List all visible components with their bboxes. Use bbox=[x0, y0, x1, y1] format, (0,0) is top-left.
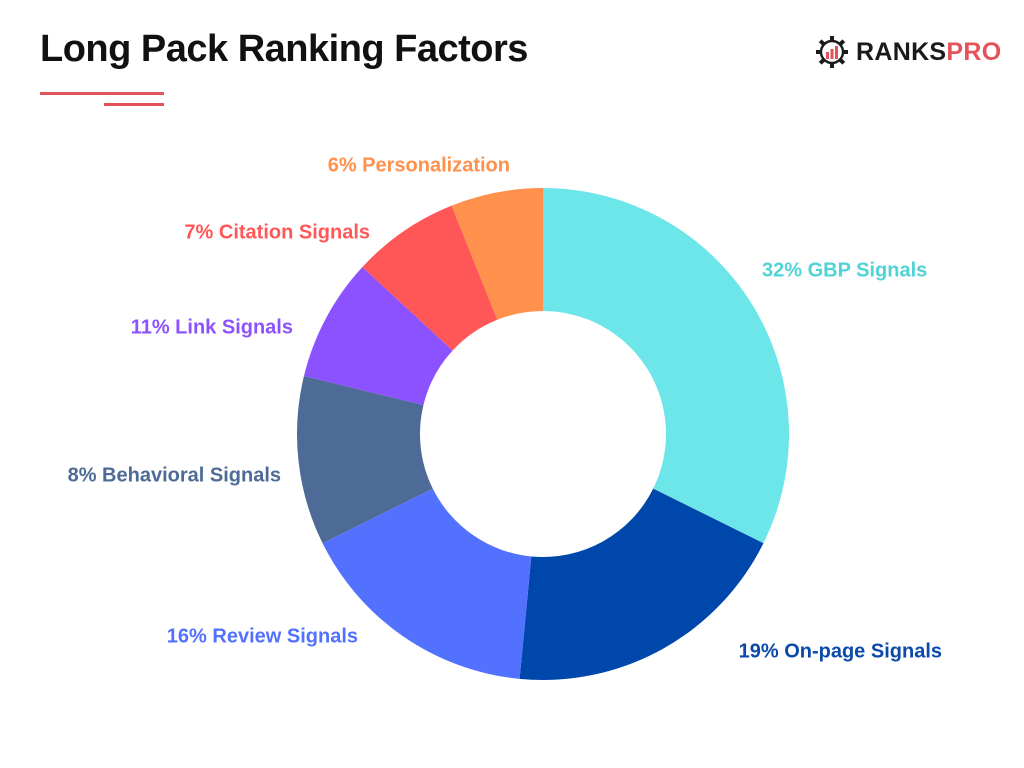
slice-review-signals bbox=[322, 488, 532, 679]
label-link-signals: 11% Link Signals bbox=[131, 316, 293, 338]
title-underline-short bbox=[104, 103, 164, 106]
page-title: Long Pack Ranking Factors bbox=[40, 28, 528, 70]
slice-on-page-signals bbox=[519, 488, 764, 681]
logo-wordmark: RANKSPRO bbox=[856, 38, 1001, 67]
slice-behavioral-signals bbox=[297, 376, 433, 544]
slice-citation-signals bbox=[362, 205, 498, 351]
slice-gbp-signals bbox=[543, 188, 790, 544]
slice-personalization bbox=[451, 188, 543, 320]
title-underline-long bbox=[40, 92, 164, 95]
label-citation-signals: 7% Citation Signals bbox=[184, 221, 370, 243]
label-on-page-signals: 19% On-page Signals bbox=[739, 640, 942, 662]
ranks-pro-logo: RANKSPRO bbox=[814, 34, 1001, 70]
label-personalization: 6% Personalization bbox=[328, 154, 510, 176]
slice-link-signals bbox=[303, 267, 453, 406]
logo-text-ranks: RANKS bbox=[856, 37, 947, 66]
label-review-signals: 16% Review Signals bbox=[167, 625, 358, 647]
logo-text-pro: PRO bbox=[946, 37, 1002, 66]
label-gbp-signals: 32% GBP Signals bbox=[762, 259, 927, 281]
label-behavioral-signals: 8% Behavioral Signals bbox=[68, 464, 281, 486]
gear-chart-icon bbox=[816, 36, 848, 68]
